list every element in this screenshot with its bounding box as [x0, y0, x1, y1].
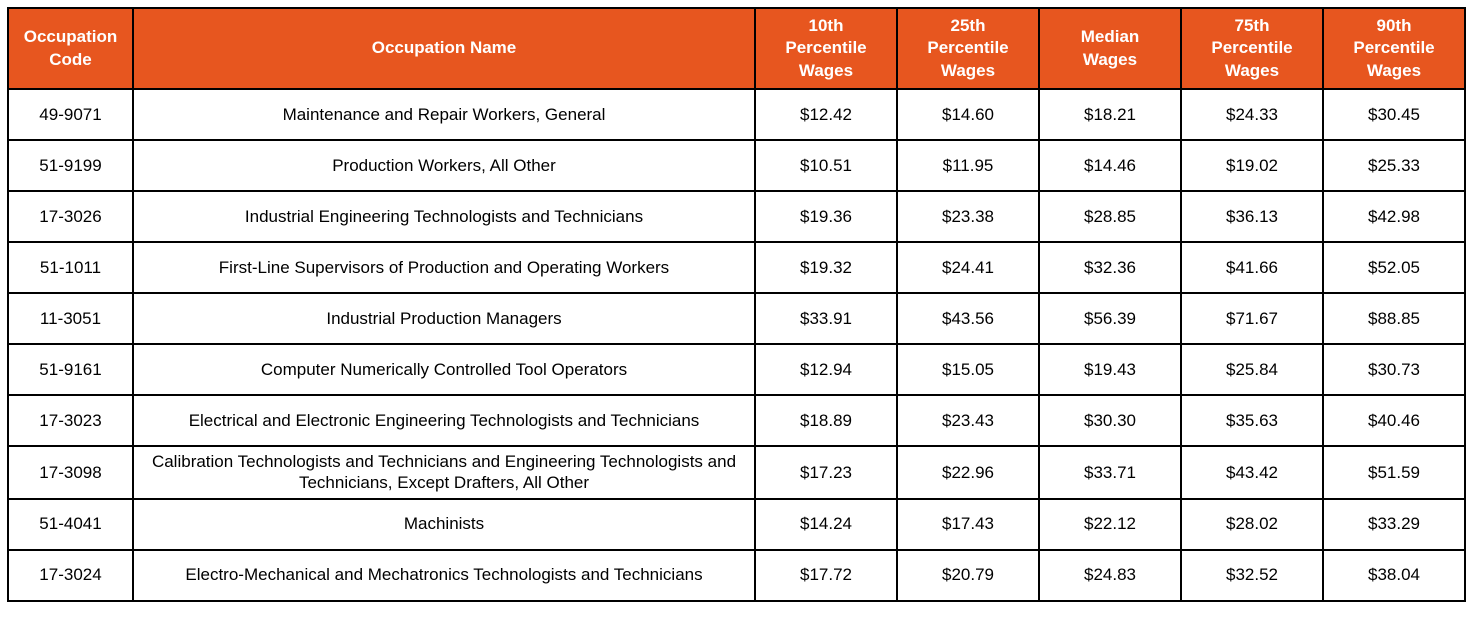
- col-header-10th-percentile-wages: 10th Percentile Wages: [754, 7, 898, 90]
- occupation-name-cell: Maintenance and Repair Workers, General: [132, 88, 756, 141]
- wage-75th-cell: $41.66: [1180, 241, 1324, 294]
- wage-median-cell: $22.12: [1038, 497, 1182, 551]
- table-row: 17-3024 Electro-Mechanical and Mechatron…: [7, 548, 1466, 602]
- wage-median-cell: $24.83: [1038, 548, 1182, 602]
- occupation-code-cell: 17-3026: [7, 190, 134, 243]
- wage-median-cell: $30.30: [1038, 394, 1182, 447]
- wage-75th-cell: $71.67: [1180, 292, 1324, 345]
- occupation-name-cell: Industrial Engineering Technologists and…: [132, 190, 756, 243]
- wage-25th-cell: $23.43: [896, 394, 1040, 447]
- occupation-code-cell: 51-9199: [7, 139, 134, 192]
- occupation-name-cell: First-Line Supervisors of Production and…: [132, 241, 756, 294]
- table-row: 17-3026 Industrial Engineering Technolog…: [7, 190, 1466, 243]
- wage-median-cell: $33.71: [1038, 445, 1182, 500]
- wage-90th-cell: $33.29: [1322, 497, 1466, 551]
- wage-10th-cell: $12.42: [754, 88, 898, 141]
- wage-25th-cell: $11.95: [896, 139, 1040, 192]
- wage-median-cell: $28.85: [1038, 190, 1182, 243]
- occupation-wage-table: Occupation Code Occupation Name 10th Per…: [7, 7, 1466, 602]
- col-header-75th-percentile-wages: 75th Percentile Wages: [1180, 7, 1324, 90]
- wage-median-cell: $14.46: [1038, 139, 1182, 192]
- wage-median-cell: $18.21: [1038, 88, 1182, 141]
- table-row: 11-3051 Industrial Production Managers $…: [7, 292, 1466, 345]
- occupation-name-cell: Computer Numerically Controlled Tool Ope…: [132, 343, 756, 396]
- wage-25th-cell: $15.05: [896, 343, 1040, 396]
- wage-median-cell: $32.36: [1038, 241, 1182, 294]
- occupation-code-cell: 51-9161: [7, 343, 134, 396]
- table-row: 51-9199 Production Workers, All Other $1…: [7, 139, 1466, 192]
- wage-25th-cell: $22.96: [896, 445, 1040, 500]
- col-header-occupation-name: Occupation Name: [132, 7, 756, 90]
- col-header-25th-percentile-wages: 25th Percentile Wages: [896, 7, 1040, 90]
- col-header-90th-percentile-wages: 90th Percentile Wages: [1322, 7, 1466, 90]
- occupation-code-cell: 51-4041: [7, 497, 134, 551]
- occupation-code-cell: 51-1011: [7, 241, 134, 294]
- occupation-name-cell: Production Workers, All Other: [132, 139, 756, 192]
- wage-10th-cell: $17.72: [754, 548, 898, 602]
- wage-table-container: Occupation Code Occupation Name 10th Per…: [7, 7, 1466, 602]
- table-row: 49-9071 Maintenance and Repair Workers, …: [7, 88, 1466, 141]
- occupation-code-cell: 49-9071: [7, 88, 134, 141]
- wage-25th-cell: $14.60: [896, 88, 1040, 141]
- table-row: 51-1011 First-Line Supervisors of Produc…: [7, 241, 1466, 294]
- col-header-median-wages: Median Wages: [1038, 7, 1182, 90]
- wage-25th-cell: $20.79: [896, 548, 1040, 602]
- occupation-code-cell: 17-3023: [7, 394, 134, 447]
- table-row: 51-9161 Computer Numerically Controlled …: [7, 343, 1466, 396]
- occupation-name-cell: Industrial Production Managers: [132, 292, 756, 345]
- wage-90th-cell: $51.59: [1322, 445, 1466, 500]
- occupation-code-cell: 11-3051: [7, 292, 134, 345]
- wage-median-cell: $19.43: [1038, 343, 1182, 396]
- table-header-row: Occupation Code Occupation Name 10th Per…: [7, 7, 1466, 90]
- wage-75th-cell: $25.84: [1180, 343, 1324, 396]
- wage-10th-cell: $19.32: [754, 241, 898, 294]
- table-row: 17-3098 Calibration Technologists and Te…: [7, 445, 1466, 500]
- wage-10th-cell: $10.51: [754, 139, 898, 192]
- wage-75th-cell: $43.42: [1180, 445, 1324, 500]
- table-row: 17-3023 Electrical and Electronic Engine…: [7, 394, 1466, 447]
- occupation-name-cell: Electro-Mechanical and Mechatronics Tech…: [132, 548, 756, 602]
- wage-90th-cell: $40.46: [1322, 394, 1466, 447]
- wage-90th-cell: $52.05: [1322, 241, 1466, 294]
- wage-25th-cell: $24.41: [896, 241, 1040, 294]
- table-row: 51-4041 Machinists $14.24 $17.43 $22.12 …: [7, 497, 1466, 551]
- occupation-name-cell: Calibration Technologists and Technician…: [132, 445, 756, 500]
- col-header-occupation-code: Occupation Code: [7, 7, 134, 90]
- wage-75th-cell: $36.13: [1180, 190, 1324, 243]
- occupation-code-cell: 17-3024: [7, 548, 134, 602]
- wage-25th-cell: $17.43: [896, 497, 1040, 551]
- wage-10th-cell: $17.23: [754, 445, 898, 500]
- wage-75th-cell: $35.63: [1180, 394, 1324, 447]
- wage-25th-cell: $43.56: [896, 292, 1040, 345]
- wage-10th-cell: $14.24: [754, 497, 898, 551]
- wage-90th-cell: $25.33: [1322, 139, 1466, 192]
- occupation-code-cell: 17-3098: [7, 445, 134, 500]
- occupation-name-cell: Electrical and Electronic Engineering Te…: [132, 394, 756, 447]
- wage-25th-cell: $23.38: [896, 190, 1040, 243]
- wage-10th-cell: $19.36: [754, 190, 898, 243]
- wage-90th-cell: $38.04: [1322, 548, 1466, 602]
- wage-75th-cell: $19.02: [1180, 139, 1324, 192]
- wage-90th-cell: $88.85: [1322, 292, 1466, 345]
- wage-10th-cell: $33.91: [754, 292, 898, 345]
- wage-90th-cell: $30.45: [1322, 88, 1466, 141]
- wage-10th-cell: $12.94: [754, 343, 898, 396]
- wage-10th-cell: $18.89: [754, 394, 898, 447]
- wage-median-cell: $56.39: [1038, 292, 1182, 345]
- wage-75th-cell: $24.33: [1180, 88, 1324, 141]
- wage-90th-cell: $42.98: [1322, 190, 1466, 243]
- wage-75th-cell: $28.02: [1180, 497, 1324, 551]
- wage-75th-cell: $32.52: [1180, 548, 1324, 602]
- wage-90th-cell: $30.73: [1322, 343, 1466, 396]
- occupation-name-cell: Machinists: [132, 497, 756, 551]
